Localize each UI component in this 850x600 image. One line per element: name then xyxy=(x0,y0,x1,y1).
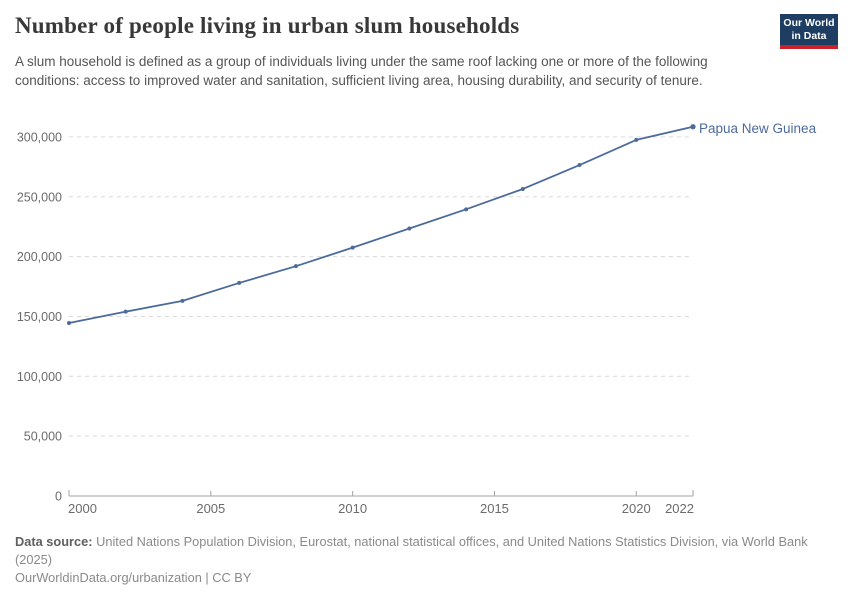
data-source-text: United Nations Population Division, Euro… xyxy=(15,534,808,567)
chart-subtitle: A slum household is defined as a group o… xyxy=(15,54,708,88)
y-tick-label: 250,000 xyxy=(17,190,62,204)
series-label-papua-new-guinea: Papua New Guinea xyxy=(699,121,817,136)
data-point xyxy=(407,226,412,231)
x-tick-label: 2015 xyxy=(480,501,509,516)
x-tick-label: 2020 xyxy=(622,501,651,516)
logo-text-line1: Our World xyxy=(783,16,835,29)
data-point xyxy=(293,264,298,269)
license-line: OurWorldinData.org/urbanization | CC BY xyxy=(15,570,252,585)
x-tick-label: 2010 xyxy=(338,501,367,516)
chart-title: Number of people living in urban slum ho… xyxy=(15,13,520,38)
data-point xyxy=(180,298,185,303)
y-tick-label: 50,000 xyxy=(24,430,62,444)
data-line xyxy=(68,125,694,324)
data-point xyxy=(520,186,525,191)
data-point-terminal xyxy=(690,124,696,130)
y-tick-label: 100,000 xyxy=(17,370,62,384)
data-point xyxy=(350,245,355,250)
data-point xyxy=(237,280,242,285)
data-point xyxy=(577,163,582,168)
x-tick-label: 2000 xyxy=(68,501,97,516)
logo-text-line2: in Data xyxy=(791,29,827,42)
y-tick-label: 300,000 xyxy=(17,130,62,144)
y-tick-label: 200,000 xyxy=(17,250,62,264)
data-point xyxy=(123,309,128,314)
x-tick-label: 2005 xyxy=(196,501,225,516)
y-tick-label: 0 xyxy=(55,490,62,504)
data-point xyxy=(464,207,469,212)
data-source-label: Data source: xyxy=(15,534,93,549)
x-tick-label: 2022 xyxy=(665,501,694,516)
owid-logo: Our World in Data xyxy=(780,14,838,49)
data-point xyxy=(67,321,71,326)
y-tick-label: 150,000 xyxy=(17,310,62,324)
data-source-line: Data source: United Nations Population D… xyxy=(15,533,827,569)
data-point xyxy=(634,137,639,142)
